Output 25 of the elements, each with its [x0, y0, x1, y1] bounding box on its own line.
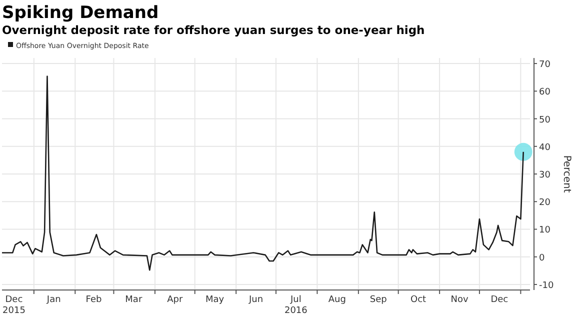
y-tick-label: 70 [539, 60, 551, 70]
x-tick-label: Sep [370, 295, 388, 305]
x-tick-label: May [205, 295, 225, 305]
chart-title: Spiking Demand [2, 3, 159, 23]
chart-subtitle: Overnight deposit rate for offshore yuan surges to one-year high [2, 23, 425, 37]
x-tick-label: Apr [167, 295, 183, 305]
y-tick-label: 10 [539, 226, 551, 236]
x-tick-label: Dec 2015 [2, 295, 26, 316]
y-tick-label: 50 [539, 115, 551, 126]
x-tick-label: Mar [125, 295, 142, 305]
y-axis-title: Percent [561, 155, 572, 193]
x-tick-label: Oct [410, 295, 427, 305]
x-tick-label: Jun [248, 295, 264, 305]
x-tick-label: Feb [86, 295, 102, 305]
x-tick-label: Jul 2016 [284, 295, 308, 316]
x-tick-label: Dec [490, 295, 508, 305]
y-tick-label: 30 [539, 170, 551, 180]
y-tick-label: -10 [539, 280, 554, 291]
y-tick-label: 60 [539, 88, 551, 98]
y-tick-label: 40 [539, 142, 551, 153]
y-tick-label: 20 [539, 198, 551, 208]
x-tick-label: Aug [328, 295, 346, 305]
y-tick-label: 0 [539, 253, 545, 264]
x-tick-label: Jan [46, 295, 61, 305]
x-tick-label: Nov [450, 295, 469, 305]
